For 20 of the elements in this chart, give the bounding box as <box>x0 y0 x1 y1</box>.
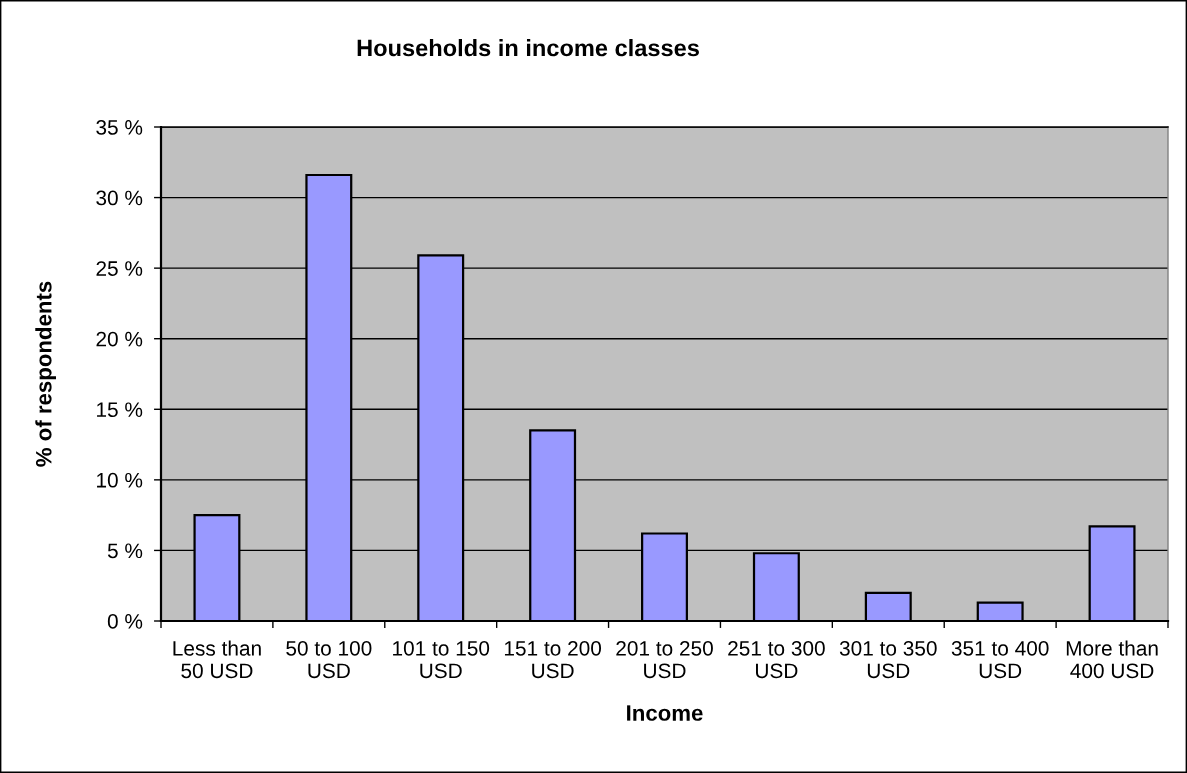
y-tick-label: 35 % <box>96 120 143 135</box>
y-tick-label: 5 % <box>107 543 143 559</box>
x-tick-label: 301 to 350 USD <box>839 640 937 679</box>
x-tick-label: Less than 50 USD <box>173 640 261 679</box>
y-tick-label: 20 % <box>96 331 143 347</box>
y-tick-label: 0 % <box>107 614 143 629</box>
x-tick-label: 251 to 300 USD <box>728 640 825 679</box>
chart-title: Households in income classes <box>357 39 699 57</box>
y-tick-label: 25 % <box>96 261 143 276</box>
x-axis-title: Income <box>627 705 703 721</box>
x-tick-label: 351 to 400 USD <box>951 640 1049 679</box>
y-tick-label: 30 % <box>96 190 143 206</box>
y-tick-label: 15 % <box>97 402 143 418</box>
x-tick-label: 201 to 250 USD <box>616 640 713 679</box>
y-axis-title: % of respondents <box>35 281 56 467</box>
y-tick-label: 10 % <box>97 472 143 488</box>
x-tick-label: 151 to 200 USD <box>504 640 602 679</box>
x-tick-label: 50 to 100 USD <box>286 640 372 679</box>
x-tick-label: More than 400 USD <box>1066 640 1158 679</box>
x-tick-label: 101 to 150 USD <box>393 640 490 679</box>
